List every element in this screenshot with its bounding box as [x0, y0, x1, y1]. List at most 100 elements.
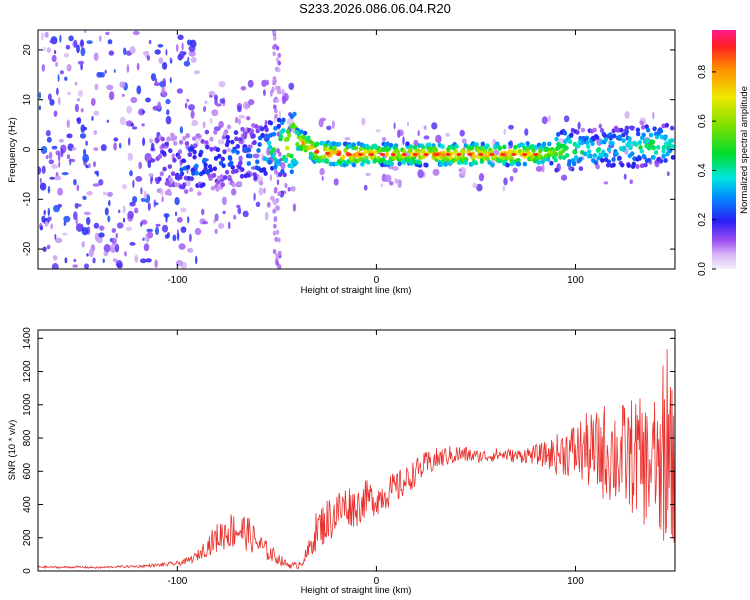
spectrogram-ridge-cell: [179, 167, 184, 173]
spectrogram-ridge-cell: [224, 169, 230, 175]
spectrogram-noise-cell: [72, 264, 78, 268]
spectrogram-ridge-cell: [331, 141, 337, 147]
spectrogram-ridge-cell: [645, 138, 650, 144]
spectrogram-ridge-cell: [592, 127, 597, 133]
spectrogram-ridge-cell: [181, 158, 186, 164]
spectrogram-ridge-cell: [395, 149, 401, 155]
spectrogram-noise-cell: [242, 210, 249, 218]
spectrogram-ridge-cell: [184, 189, 189, 194]
spectrogram-ridge-cell: [569, 132, 574, 138]
spectrogram-ridge-cell: [667, 144, 672, 149]
spectrogram-noise-cell: [227, 178, 233, 182]
spectrogram-noise-cell: [58, 138, 65, 143]
spectrogram-ridge-cell: [648, 132, 654, 138]
snr-x-tick-label: 0: [374, 576, 380, 587]
spectrogram-ridge-cell: [337, 141, 342, 147]
spectrogram-noise-cell: [113, 137, 119, 142]
spectrogram-noise-cell: [58, 161, 61, 168]
spectrogram-noise-cell: [82, 195, 87, 200]
spectrogram-noise-cell: [146, 231, 154, 239]
spectrogram-noise-cell: [431, 122, 438, 130]
spectrogram-noise-cell: [93, 110, 100, 116]
spectrogram-noise-cell: [116, 263, 123, 269]
spectrogram-noise-cell: [38, 91, 42, 99]
spectrogram-noise-cell: [417, 130, 421, 137]
spectrogram-noise-cell: [281, 88, 285, 97]
spectrogram-noise-cell: [61, 172, 69, 176]
spectrogram-noise-cell: [138, 161, 142, 170]
spectrogram-noise-cell: [74, 103, 79, 113]
spectrogram-ridge-cell: [661, 148, 666, 154]
spectrogram-ridge-cell: [351, 142, 356, 148]
spectrogram-noise-cell: [188, 50, 196, 57]
spectrogram-noise-cell: [273, 223, 277, 229]
spectrogram-noise-cell: [132, 179, 135, 189]
spectrogram-noise-cell: [83, 126, 88, 131]
spectrogram-ridge-cell: [611, 162, 616, 168]
spectrogram-ridge-cell: [628, 145, 633, 151]
spectrogram-peak-cell: [456, 152, 462, 157]
spectrogram-noise-cell: [49, 176, 55, 180]
spectrogram-ridge-cell: [327, 141, 332, 147]
spectrogram-noise-cell: [154, 49, 161, 55]
spectrogram-noise-cell: [266, 147, 270, 156]
spectrogram-noise-cell: [76, 117, 82, 125]
spectrogram-noise-cell: [90, 98, 96, 106]
spectrogram-noise-cell: [146, 55, 150, 61]
spectrogram-ridge-cell: [661, 153, 666, 159]
spectrogram-noise-cell: [209, 117, 213, 124]
spectrogram-noise-cell: [57, 187, 63, 196]
spectrogram-noise-cell: [275, 45, 280, 51]
spectrogram-noise-cell: [108, 50, 115, 56]
spectrogram-noise-cell: [175, 211, 177, 217]
spectrogram-noise-cell: [162, 78, 166, 87]
spectrogram-ridge-cell: [285, 129, 291, 134]
spectrogram-ridge-cell: [637, 140, 642, 145]
spectrogram-ridge-cell: [230, 165, 235, 170]
spectrogram-ridge-cell: [253, 175, 258, 181]
spectrogram-noise-cell: [93, 161, 96, 168]
spectrogram-noise-cell: [86, 40, 93, 44]
spectrogram-ridge-cell: [209, 136, 214, 142]
spectrogram-ridge-cell: [617, 134, 623, 140]
spectrogram-noise-cell: [202, 121, 206, 129]
spectrogram-ridge-cell: [278, 134, 284, 140]
spectrogram-ridge-cell: [507, 141, 513, 147]
spectrogram-noise-cell: [277, 237, 281, 243]
spectrogram-noise-cell: [76, 184, 80, 192]
spectrogram-ridge-cell: [360, 161, 365, 167]
spectrogram-noise-cell: [277, 60, 282, 66]
spectrogram-ridge-cell: [194, 163, 199, 169]
spectrogram-noise-cell: [186, 98, 190, 103]
colorbar: 0.0 0.2 0.4 0.6 0.8 Normalized spectral ampl…: [697, 30, 750, 276]
spectrogram-ridge-cell: [255, 128, 260, 134]
spectrogram-noise-cell: [274, 113, 278, 119]
spectrogram-ridge-cell: [624, 129, 629, 135]
spectrogram-noise-cell: [150, 142, 155, 151]
spectrogram-noise-cell: [150, 158, 156, 163]
spectrogram-ridge-cell: [615, 127, 621, 133]
spectrogram-ridge-cell: [626, 163, 631, 169]
spectrogram-ridge-cell: [587, 149, 592, 155]
spectrogram-ridge-cell: [651, 155, 656, 160]
spectrogram-noise-cell: [44, 31, 49, 38]
spectrogram-ridge-cell: [287, 132, 292, 138]
spectrogram-noise-cell: [126, 105, 133, 114]
spectrogram-noise-cell: [45, 130, 51, 137]
spectrogram-ridge-cell: [564, 145, 569, 151]
spectrogram-ridge-cell: [228, 156, 233, 162]
spectrogram-noise-cell: [83, 148, 87, 156]
spectrogram-noise-cell: [272, 78, 276, 84]
spectrogram-ridge-cell: [254, 124, 259, 129]
spectrogram-ridge-cell: [191, 171, 196, 176]
spectrogram-ridge-cell: [168, 176, 173, 182]
spectrogram-ridge-cell: [421, 149, 427, 154]
spectrogram-noise-cell: [394, 178, 399, 184]
spectrogram-ridge-cell: [397, 161, 402, 167]
spectrogram-noise-cell: [68, 35, 74, 42]
spectrogram-ridge-cell: [160, 136, 165, 142]
spectrogram-noise-cell: [80, 62, 83, 71]
spectrogram-noise-cell: [203, 106, 207, 112]
spectrogram-peak-cell: [533, 152, 539, 157]
spectrogram-ridge-cell: [463, 160, 468, 166]
